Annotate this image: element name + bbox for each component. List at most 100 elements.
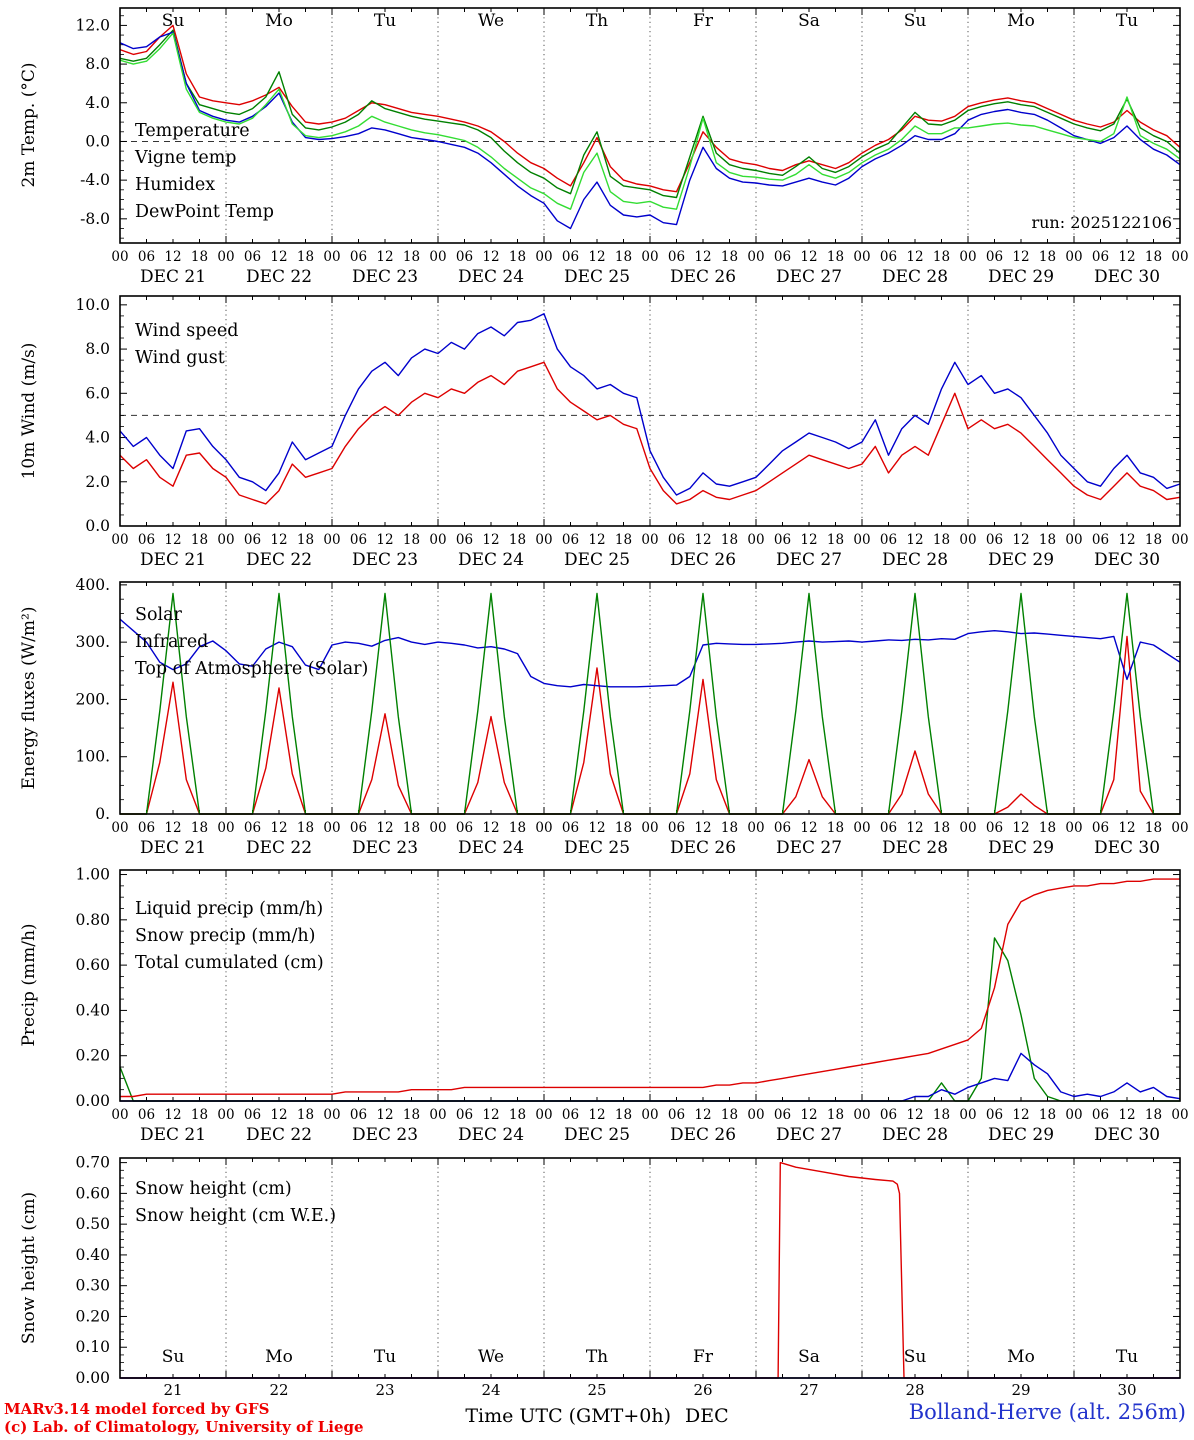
x-tick-label: 12 xyxy=(800,820,817,836)
y-tick-label: 4.0 xyxy=(85,429,110,447)
x-tick-label: 18 xyxy=(1145,249,1162,265)
x-tick-label: 06 xyxy=(350,249,367,265)
x-tick-label: 06 xyxy=(350,1107,367,1123)
credit-line-1: MARv3.14 model forced by GFS xyxy=(4,1400,270,1418)
date-label: DEC 28 xyxy=(882,267,948,287)
x-tick-label: 00 xyxy=(429,532,446,548)
x-tick-label: 00 xyxy=(1065,820,1082,836)
x-tick-label: 00 xyxy=(747,249,764,265)
date-label: DEC 24 xyxy=(458,550,524,570)
date-label: DEC 21 xyxy=(140,838,206,858)
x-tick-label: 06 xyxy=(880,532,897,548)
weekday-label: Mo xyxy=(265,11,293,31)
plot-frame xyxy=(119,581,1181,815)
weekday-label: Mo xyxy=(265,1347,293,1367)
x-tick-label: 12 xyxy=(1012,820,1029,836)
y-axis-label-precip: Precip (mm/h) xyxy=(19,923,39,1047)
date-label: DEC 27 xyxy=(776,267,842,287)
x-tick-label: 18 xyxy=(509,532,526,548)
x-tick-label: 12 xyxy=(164,249,181,265)
x-tick-label: 06 xyxy=(880,820,897,836)
y-tick-label: 300. xyxy=(75,633,110,651)
x-tick-label: 12 xyxy=(800,249,817,265)
y-tick-label: 0.40 xyxy=(75,1001,110,1019)
x-tick-label: 12 xyxy=(376,532,393,548)
x-tick-label: 00 xyxy=(217,249,234,265)
x-tick-label: 06 xyxy=(562,1107,579,1123)
weekday-label: Tu xyxy=(374,11,396,31)
y-tick-label: 0.60 xyxy=(75,1184,110,1202)
weekday-label: Mo xyxy=(1007,1347,1035,1367)
day-number-label: 27 xyxy=(799,1381,818,1399)
x-tick-label: 00 xyxy=(429,820,446,836)
weekday-label: Tu xyxy=(1116,11,1138,31)
weekday-label: Tu xyxy=(374,1347,396,1367)
x-tick-label: 06 xyxy=(668,249,685,265)
x-tick-label: 18 xyxy=(1039,532,1056,548)
y-tick-label: 0.60 xyxy=(75,956,110,974)
x-tick-label: 18 xyxy=(1145,820,1162,836)
date-label: DEC 29 xyxy=(988,267,1054,287)
x-tick-label: 06 xyxy=(774,532,791,548)
x-tick-label: 12 xyxy=(694,1107,711,1123)
x-tick-label: 06 xyxy=(244,249,261,265)
x-tick-label: 00 xyxy=(217,532,234,548)
x-tick-label: 18 xyxy=(827,249,844,265)
x-tick-label: 18 xyxy=(615,1107,632,1123)
y-tick-label: 200. xyxy=(75,690,110,708)
x-tick-label: 18 xyxy=(297,532,314,548)
date-label: DEC 30 xyxy=(1094,267,1160,287)
y-tick-label: 0.0 xyxy=(85,132,110,150)
x-tick-label: 18 xyxy=(827,820,844,836)
x-tick-label: 12 xyxy=(1118,820,1135,836)
y-tick-label: 12.0 xyxy=(75,16,110,34)
y-tick-label: 0.80 xyxy=(75,911,110,929)
temperature-panel: 12.0 8.0 4.0 0.0 -4.0 -8.0 Temperature Vigne te… xyxy=(75,7,1189,287)
x-tick-label: 18 xyxy=(509,1107,526,1123)
x-tick-label: 00 xyxy=(323,249,340,265)
weekday-label: Su xyxy=(904,11,927,31)
x-tick-label: 18 xyxy=(721,820,738,836)
weekday-label: We xyxy=(478,1347,504,1367)
x-tick-label: 12 xyxy=(376,820,393,836)
x-tick-label: 12 xyxy=(270,1107,287,1123)
y-tick-label: -8.0 xyxy=(80,210,110,228)
x-tick-label: 18 xyxy=(721,249,738,265)
day-number-label: 22 xyxy=(269,1381,288,1399)
x-tick-label: 12 xyxy=(1012,249,1029,265)
x-tick-label: 12 xyxy=(482,820,499,836)
run-label: run: 2025122106 xyxy=(1031,213,1172,232)
x-tick-label: 00 xyxy=(747,1107,764,1123)
wind-gust-line xyxy=(119,313,1181,496)
x-tick-label: 18 xyxy=(933,820,950,836)
x-tick-label: 18 xyxy=(1039,249,1056,265)
x-tick-label: 06 xyxy=(138,820,155,836)
x-tick-label: 12 xyxy=(1118,249,1135,265)
x-tick-label: 06 xyxy=(986,532,1003,548)
date-label: DEC 24 xyxy=(458,838,524,858)
x-tick-label: 12 xyxy=(800,1107,817,1123)
x-tick-label: 00 xyxy=(853,532,870,548)
x-tick-label: 06 xyxy=(562,532,579,548)
date-label: DEC 25 xyxy=(564,1125,630,1145)
x-tick-label: 12 xyxy=(1012,532,1029,548)
date-label: DEC 25 xyxy=(564,267,630,287)
x-tick-label: 00 xyxy=(853,1107,870,1123)
x-tick-label: 06 xyxy=(668,1107,685,1123)
x-tick-label: 18 xyxy=(933,1107,950,1123)
x-tick-label: 00 xyxy=(641,532,658,548)
x-tick-label: 00 xyxy=(323,820,340,836)
x-tick-label: 18 xyxy=(933,532,950,548)
y-tick-label: 0.30 xyxy=(75,1277,110,1295)
x-tick-label: 12 xyxy=(588,249,605,265)
x-tick-label: 00 xyxy=(535,1107,552,1123)
date-label: DEC 22 xyxy=(246,267,312,287)
date-label: DEC 29 xyxy=(988,838,1054,858)
day-number-label: 25 xyxy=(587,1381,606,1399)
x-tick-label: 06 xyxy=(668,532,685,548)
x-tick-label: 18 xyxy=(403,249,420,265)
x-tick-label: 06 xyxy=(562,820,579,836)
x-tick-label: 06 xyxy=(774,249,791,265)
x-tick-label: 00 xyxy=(1171,532,1188,548)
x-tick-label: 00 xyxy=(641,1107,658,1123)
